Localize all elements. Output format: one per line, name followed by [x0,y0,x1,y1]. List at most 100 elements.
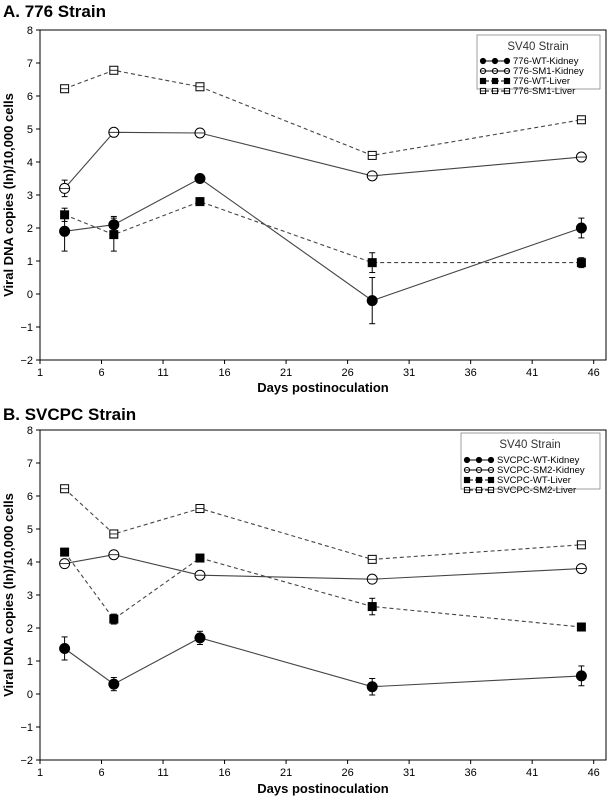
x-tick-label: 31 [403,367,415,379]
marker-filled-square [487,476,495,484]
legend-title: SV40 Strain [499,439,560,451]
marker-open-circle [463,466,471,474]
series-line [64,177,582,302]
marker-open-circle [366,573,378,585]
marker-open-square [491,87,499,95]
marker-filled-square [475,476,483,484]
marker-filled-square [576,622,586,632]
marker-filled-square [109,230,119,240]
legend-label: 776-WT-Liver [513,76,570,87]
y-tick-label: 1 [27,656,33,668]
marker-filled-circle [59,642,71,654]
x-ticks: 1 6 11 16 21 26 31 36 41 46 [37,360,600,379]
marker-open-circle [194,127,206,139]
marker-filled-square [503,77,511,85]
y-tick-label: −1 [20,722,33,734]
legend-label: 776-SM1-Kidney [513,66,584,77]
marker-open-square [60,84,70,94]
y-tick-label: 2 [27,223,33,235]
x-axis-label: Days postinoculation [257,380,389,395]
legend-entries: SVCPC-WT-KidneySVCPC-SM2-KidneySVCPC-WT-… [463,455,585,496]
marker-open-circle [479,67,487,75]
marker-filled-circle [575,670,587,682]
series-svcpc-sm2-kidney [59,549,587,585]
y-tick-label: −2 [20,355,33,367]
series-line [64,131,582,189]
marker-open-circle [108,126,120,138]
legend-label: SVCPC-SM2-Liver [497,485,576,496]
y-tick-label: −1 [20,322,33,334]
marker-open-circle [575,563,587,575]
legend: SV40 Strain SVCPC-WT-KidneySVCPC-SM2-Kid… [460,432,601,496]
marker-filled-circle [503,57,511,65]
series-776-wt-kidney [59,173,587,325]
x-tick-label: 26 [341,767,353,779]
series-group [59,65,587,325]
marker-open-square [463,486,471,494]
marker-filled-circle [475,456,483,464]
marker-open-circle [575,151,587,163]
marker-filled-square [195,197,205,207]
panel-title: A. 776 Strain [3,2,106,21]
panel-a: A. 776 Strain 1 6 11 16 21 26 31 36 41 46 −2−1012… [1,2,607,395]
x-tick-label: 16 [218,767,230,779]
marker-filled-square [367,258,377,268]
marker-filled-square [109,614,119,624]
marker-open-circle [491,67,499,75]
y-tick-label: 8 [27,25,33,37]
x-tick-label: 26 [341,367,353,379]
series-svcpc-wt-kidney [59,630,587,696]
x-tick-label: 1 [37,767,43,779]
x-tick-label: 41 [526,367,538,379]
x-tick-label: 11 [157,367,168,379]
legend-label: SVCPC-WT-Kidney [497,455,580,466]
x-tick-label: 46 [588,367,600,379]
y-tick-label: 7 [27,58,33,70]
legend-label: SVCPC-SM2-Kidney [497,465,585,476]
y-tick-label: 1 [27,256,33,268]
marker-open-circle [108,549,120,561]
marker-open-square [195,504,205,514]
series-776-wt-liver [60,197,586,274]
marker-filled-square [463,476,471,484]
marker-filled-circle [194,632,206,644]
y-tick-label: 5 [27,124,33,136]
x-ticks: 1 6 11 16 21 26 31 36 41 46 [37,760,600,779]
y-ticks: −2 −1 0 1 2 3 4 5 6 7 8 [20,425,40,767]
y-axis-label: Viral DNA copies (ln)/10,000 cells [1,493,16,697]
marker-open-square [109,529,119,539]
marker-filled-circle [487,456,495,464]
marker-filled-square [367,602,377,612]
marker-open-circle [194,569,206,581]
y-tick-label: 8 [27,425,33,437]
marker-open-square [479,87,487,95]
y-tick-label: 4 [27,157,33,169]
y-tick-label: 6 [27,91,33,103]
panel-b: B. SVCPC Strain 1 6 11 16 21 26 31 36 41 46 −2−10… [1,405,607,796]
marker-filled-square [479,77,487,85]
marker-filled-square [195,553,205,563]
marker-filled-square [491,77,499,85]
marker-filled-circle [108,678,120,690]
marker-open-circle [59,182,71,194]
y-tick-label: 4 [27,557,33,569]
marker-filled-square [60,210,70,220]
series-line [64,637,582,688]
marker-open-square [503,87,511,95]
series-line [64,488,582,560]
legend-box [460,432,601,490]
marker-open-square [487,486,495,494]
x-tick-label: 21 [280,367,292,379]
marker-filled-circle [575,222,587,234]
y-tick-label: 0 [27,289,33,301]
series-776-sm1-liver [60,65,586,160]
legend-title: SV40 Strain [507,41,568,53]
marker-open-square [475,486,483,494]
panel-title: B. SVCPC Strain [3,405,136,424]
marker-open-circle [475,466,483,474]
marker-filled-square [576,258,586,268]
legend-entries: 776-WT-Kidney776-SM1-Kidney776-WT-Liver7… [479,56,584,97]
y-axis-label: Viral DNA copies (ln)/10,000 cells [1,93,16,297]
y-tick-label: 2 [27,623,33,635]
series-776-sm1-kidney [59,126,587,198]
